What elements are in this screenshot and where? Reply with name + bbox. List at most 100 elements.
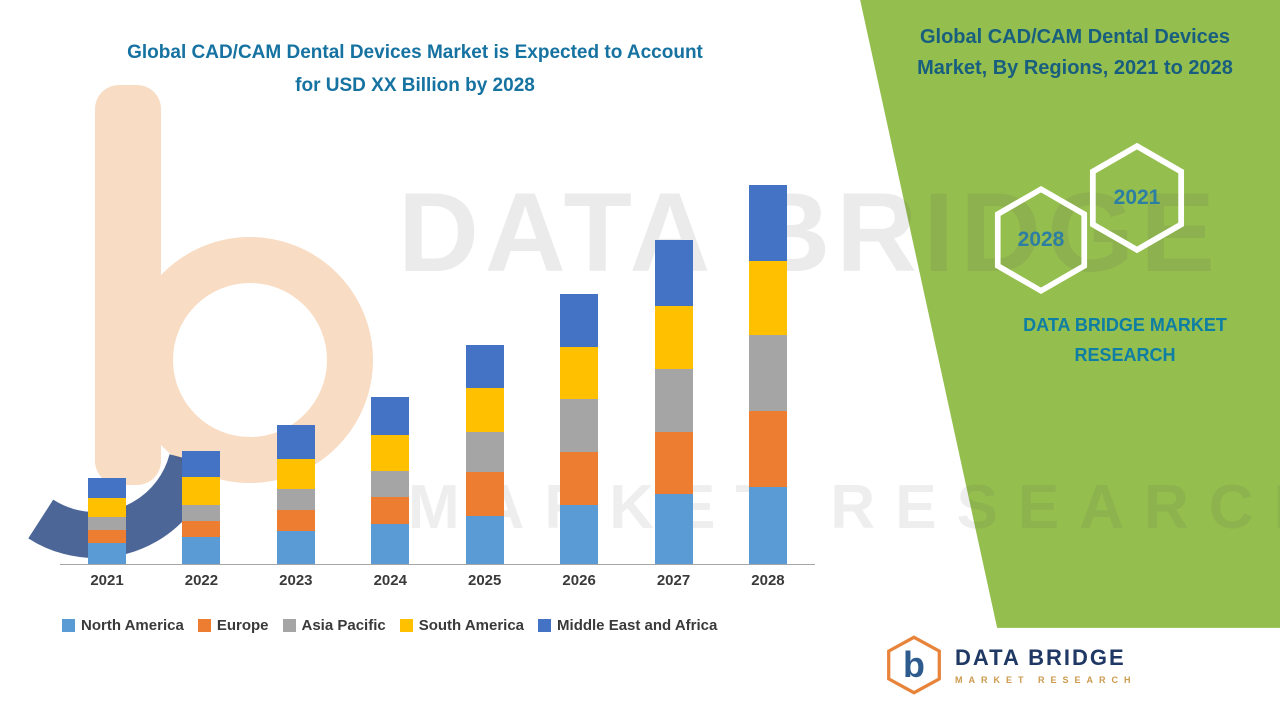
panel-brand-line1: DATA BRIDGE MARKET: [1023, 315, 1227, 335]
hexagon-2021-label: 2021: [1113, 186, 1161, 209]
bar-2025: [465, 345, 504, 564]
legend-label-north-america: North America: [81, 617, 184, 634]
x-axis-label-2026: 2026: [562, 572, 596, 589]
bar-segment-2023-europe: [276, 509, 315, 532]
data-bridge-logo-icon: b: [887, 635, 941, 695]
bar-2027: [654, 239, 693, 564]
legend-item-north-america: North America: [62, 617, 184, 634]
bar-segment-2026-north-america: [560, 504, 599, 564]
bar-segment-2022-south-america: [182, 477, 221, 505]
bar-column-2027: [627, 239, 721, 564]
x-axis-label-2022: 2022: [184, 572, 219, 589]
bar-segment-2024-europe: [371, 496, 410, 524]
legend-label-south-america: South America: [418, 617, 525, 634]
hexagon-2021: 2021: [1089, 143, 1185, 253]
bar-segment-2024-north-america: [371, 523, 410, 564]
bars-row: [60, 120, 815, 564]
x-axis-label-2023: 2023: [279, 572, 313, 589]
bar-2028: [748, 185, 787, 564]
bar-column-2026: [532, 294, 626, 564]
chart-title-line1: Global CAD/CAM Dental Devices Market is …: [127, 42, 703, 63]
bar-segment-2022-asia-pacific: [182, 504, 221, 521]
legend-item-south-america: South America: [399, 617, 525, 634]
chart-title-line2: for USD XX Billion by 2028: [295, 75, 535, 96]
bar-column-2024: [343, 396, 437, 564]
bar-segment-2026-south-america: [560, 346, 599, 399]
bar-segment-2027-middle-east-and-africa: [654, 239, 693, 306]
bar-segment-2028-asia-pacific: [748, 334, 787, 411]
bar-2021: [88, 477, 126, 564]
bar-segment-2025-south-america: [465, 387, 504, 433]
legend-item-europe: Europe: [197, 617, 269, 634]
hexagon-outline-icon: [1089, 143, 1185, 253]
legend-item-middle-east-and-africa: Middle East and Africa: [538, 617, 717, 634]
bar-column-2023: [249, 424, 343, 564]
bar-segment-2024-south-america: [371, 434, 410, 472]
bar-segment-2023-north-america: [276, 531, 315, 564]
panel-brand-line2: RESEARCH: [1074, 345, 1176, 365]
footer-brand-name: DATA BRIDGE: [955, 645, 1126, 670]
panel-brand-text: DATA BRIDGE MARKET RESEARCH: [960, 310, 1280, 370]
footer-brand-subtitle: MARKET RESEARCH: [955, 675, 1137, 685]
hexagon-2028: 2028: [994, 186, 1088, 294]
legend-label-asia-pacific: Asia Pacific: [301, 617, 386, 634]
legend-swatch-south-america: [399, 619, 413, 632]
bar-segment-2021-south-america: [88, 497, 126, 518]
bar-2024: [371, 396, 410, 564]
bar-segment-2024-asia-pacific: [371, 471, 410, 497]
legend-label-middle-east-and-africa: Middle East and Africa: [557, 617, 718, 634]
x-axis-label-2024: 2024: [373, 572, 407, 589]
bar-segment-2027-europe: [654, 431, 693, 494]
bar-segment-2026-asia-pacific: [560, 398, 599, 453]
bar-column-2025: [438, 345, 532, 564]
bar-segment-2022-north-america: [182, 537, 221, 564]
bar-segment-2025-middle-east-and-africa: [465, 345, 504, 388]
bar-segment-2021-asia-pacific: [88, 517, 126, 531]
legend: North America Europe Asia Pacific South Ame…: [62, 617, 717, 634]
bar-segment-2021-north-america: [88, 543, 126, 564]
panel-title-line1: Global CAD/CAM Dental Devices: [919, 26, 1231, 48]
legend-item-asia-pacific: Asia Pacific: [282, 617, 386, 634]
bar-segment-2026-europe: [560, 452, 599, 505]
x-axis-line: [60, 564, 815, 565]
bar-column-2022: [154, 451, 248, 564]
bar-segment-2027-asia-pacific: [654, 369, 693, 432]
bar-segment-2028-middle-east-and-africa: [748, 185, 787, 261]
bar-segment-2021-europe: [88, 530, 126, 544]
svg-text:b: b: [903, 645, 925, 685]
bar-segment-2026-middle-east-and-africa: [560, 294, 599, 347]
footer-logo-texts: DATA BRIDGE MARKET RESEARCH: [955, 645, 1137, 685]
panel-title-line2: Market, By Regions, 2021 to 2028: [917, 57, 1233, 79]
x-axis-label-2021: 2021: [90, 572, 124, 589]
legend-swatch-europe: [197, 619, 211, 632]
bar-segment-2024-middle-east-and-africa: [371, 396, 410, 435]
legend-swatch-asia-pacific: [282, 619, 296, 632]
bar-2022: [182, 451, 221, 564]
x-axis-label-2025: 2025: [468, 572, 502, 589]
bar-2026: [560, 294, 599, 564]
bar-column-2028: [721, 185, 815, 564]
hexagon-2028-label: 2028: [1017, 228, 1065, 251]
stacked-bar-chart: [60, 120, 815, 565]
footer-logo: b DATA BRIDGE MARKET RESEARCH: [885, 634, 1137, 696]
x-axis-label-2028: 2028: [751, 572, 785, 589]
bar-segment-2022-middle-east-and-africa: [182, 451, 221, 478]
legend-swatch-north-america: [62, 619, 75, 632]
x-axis-label-2027: 2027: [656, 572, 691, 589]
bar-segment-2025-europe: [465, 472, 504, 516]
legend-swatch-middle-east-and-africa: [538, 619, 552, 632]
bar-segment-2023-asia-pacific: [276, 488, 315, 510]
bar-column-2021: [60, 477, 154, 564]
bar-segment-2028-europe: [748, 410, 787, 487]
bar-segment-2027-north-america: [654, 493, 693, 564]
bar-segment-2027-south-america: [654, 305, 693, 370]
bar-segment-2022-europe: [182, 520, 221, 538]
bar-segment-2025-asia-pacific: [465, 432, 504, 472]
bar-segment-2021-middle-east-and-africa: [88, 477, 126, 498]
panel-title: Global CAD/CAM Dental Devices Market, By…: [880, 22, 1270, 84]
bar-segment-2023-middle-east-and-africa: [276, 424, 315, 460]
bar-2023: [276, 424, 315, 564]
x-axis-labels: 2021 2022 2023 2024 2025 2026 2027 2028: [60, 572, 815, 589]
legend-label-europe: Europe: [216, 617, 269, 634]
